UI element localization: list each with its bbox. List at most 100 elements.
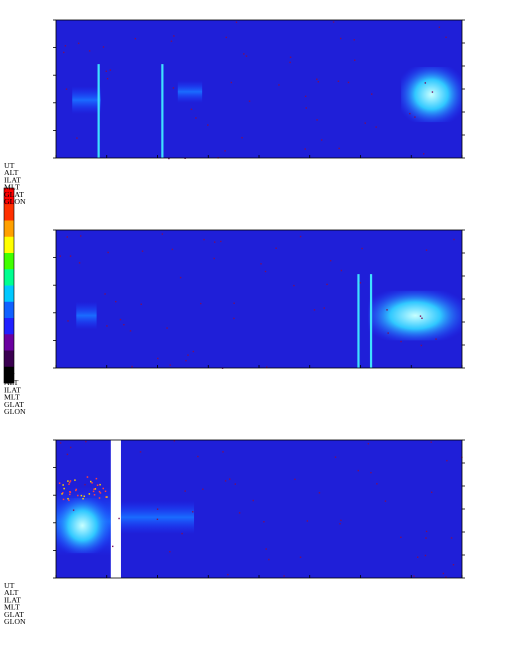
heatmap-speckle <box>115 301 116 302</box>
heatmap-speckle <box>387 332 388 333</box>
heatmap-speckle <box>82 498 84 500</box>
heatmap-speckle <box>118 518 119 519</box>
heatmap-speckle <box>181 533 182 534</box>
heatmap-speckle <box>294 479 295 480</box>
heatmap-speckle <box>314 309 315 310</box>
heatmap-speckle <box>358 470 359 471</box>
table-row-label: GLON <box>4 617 26 626</box>
heatmap-speckle <box>60 255 61 256</box>
heatmap-speckle <box>103 46 104 47</box>
heatmap-speckle <box>106 496 108 498</box>
heatmap-speckle <box>368 443 369 444</box>
heatmap-speckle <box>97 484 99 486</box>
heatmap-speckle <box>453 564 454 565</box>
heatmap-speckle <box>192 511 193 512</box>
heatmap-speckle <box>74 479 76 481</box>
heatmap-speckle <box>305 96 306 97</box>
heatmap-speckle <box>203 239 204 240</box>
heatmap-speckle <box>409 113 410 114</box>
heatmap-speckle <box>425 537 426 538</box>
heatmap-speckle <box>330 260 331 261</box>
heatmap-speckle <box>431 441 432 442</box>
heatmap-speckle <box>224 150 225 151</box>
heatmap-speckle <box>112 546 113 547</box>
heatmap-speckle <box>307 520 308 521</box>
heatmap-speckle <box>99 484 101 486</box>
heatmap-speckle <box>340 520 341 521</box>
heatmap-speckle <box>231 82 232 83</box>
colorbar-segment <box>4 334 14 351</box>
heatmap-speckle <box>63 499 65 501</box>
colorbar-segment <box>4 318 14 335</box>
heatmap-speckle <box>229 478 230 479</box>
heatmap-speckle <box>306 107 307 108</box>
heatmap-speckle <box>135 38 136 39</box>
heatmap-speckle <box>78 43 79 44</box>
heatmap-speckle <box>85 441 86 442</box>
heatmap-speckle <box>318 81 319 82</box>
heatmap-speckle <box>169 551 170 552</box>
heatmap-speckle <box>249 100 250 101</box>
heatmap-speckle <box>321 139 322 140</box>
heatmap-speckle <box>435 338 436 339</box>
colorbar-segment <box>4 204 14 221</box>
heatmap-speckle <box>187 354 188 355</box>
heatmap-speckle <box>142 250 143 251</box>
heatmap-speckle <box>354 60 355 61</box>
heatmap-speckle <box>67 480 69 482</box>
heatmap-high-intensity-region <box>56 498 109 553</box>
heatmap-speckle <box>316 79 317 80</box>
heatmap-speckle <box>80 235 81 236</box>
heatmap-speckle <box>162 233 163 234</box>
heatmap-speckle <box>65 45 66 46</box>
heatmap-speckle <box>79 262 80 263</box>
heatmap-speckle <box>243 53 244 54</box>
heatmap-speckle <box>87 476 89 478</box>
heatmap-speckle <box>120 319 121 320</box>
heatmap-speckle <box>59 482 61 484</box>
heatmap-speckle <box>324 307 325 308</box>
heatmap-speckle <box>400 537 401 538</box>
heatmap-speckle <box>76 137 77 138</box>
heatmap-speckle <box>319 492 320 493</box>
heatmap-high-intensity-region <box>369 291 462 341</box>
heatmap-speckle <box>157 358 158 359</box>
heatmap-speckle <box>451 537 452 538</box>
heatmap-speckle <box>417 557 418 558</box>
heatmap-speckle <box>289 62 290 63</box>
heatmap-speckle <box>239 512 240 513</box>
heatmap-speckle <box>191 109 192 110</box>
heatmap-speckle <box>423 153 424 154</box>
heatmap-speckle <box>91 482 93 484</box>
heatmap-speckle <box>260 263 261 264</box>
heatmap-speckle <box>67 320 68 321</box>
heatmap-speckle <box>77 495 79 497</box>
heatmap-speckle <box>335 456 336 457</box>
heatmap-speckle <box>341 270 342 271</box>
heatmap-speckle <box>222 451 223 452</box>
heatmap-speckle <box>420 315 421 316</box>
heatmap-speckle <box>370 472 371 473</box>
data-gap <box>111 440 121 578</box>
heatmap-speckle <box>184 490 185 491</box>
heatmap-speckle <box>73 509 74 510</box>
heatmap-speckle <box>386 309 387 310</box>
heatmap-speckle <box>453 239 454 240</box>
heatmap-speckle <box>131 366 132 367</box>
heatmap-speckle <box>207 124 208 125</box>
heatmap-speckle <box>365 122 366 123</box>
colorbar-segment <box>4 237 14 254</box>
heatmap-speckle <box>445 37 446 38</box>
heatmap-speckle <box>278 84 279 85</box>
colorbar-segment <box>4 286 14 303</box>
spectrogram-panel-2: UTALTILATMLTGLATGLON <box>4 230 465 416</box>
heatmap-speckle <box>157 508 158 509</box>
heatmap-speckle <box>414 116 415 117</box>
heatmap-speckle <box>425 555 426 556</box>
heatmap-speckle <box>99 491 101 493</box>
heatmap-speckle <box>99 497 101 499</box>
heatmap-speckle <box>439 27 440 28</box>
colorbar-segment <box>4 351 14 368</box>
heatmap-speckle <box>326 284 327 285</box>
